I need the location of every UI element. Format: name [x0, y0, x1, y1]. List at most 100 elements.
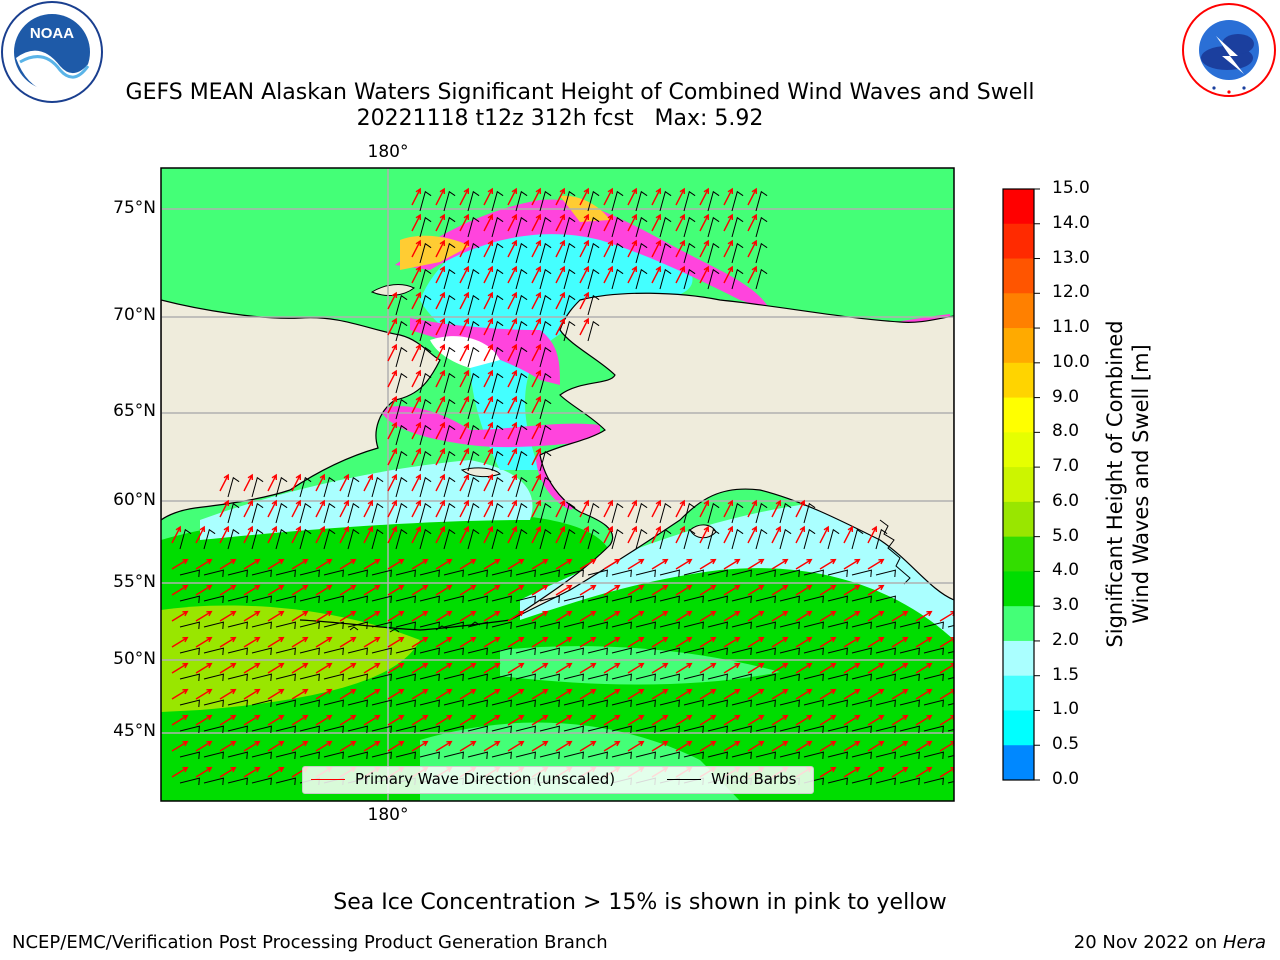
wave-direction-arrow [411, 291, 421, 310]
wind-barb [371, 647, 392, 656]
wave-direction-arrow [195, 662, 213, 674]
sea-ice-note: Sea Ice Concentration > 15% is shown in … [333, 890, 947, 915]
wind-barb [275, 647, 296, 656]
wave-direction-arrow [531, 343, 541, 362]
wind-barb [659, 569, 680, 578]
wave-direction-arrow [171, 610, 189, 622]
wind-barb [563, 673, 584, 682]
wave-direction-arrow [483, 662, 501, 674]
wind-barb [179, 777, 200, 786]
wind-barb [803, 502, 816, 524]
wave-direction-arrow [627, 740, 645, 752]
wind-barb [539, 476, 552, 498]
wind-barb [299, 699, 320, 708]
wave-direction-arrow [339, 525, 349, 544]
wind-barb [491, 502, 504, 524]
wind-barb [299, 595, 320, 604]
wave-direction-arrow [411, 369, 421, 388]
wave-direction-arrow [555, 213, 565, 232]
wind-barb [899, 621, 920, 630]
wave-direction-arrow [531, 421, 541, 440]
wind-barb [323, 476, 336, 498]
wave-direction-arrow [387, 447, 397, 466]
wind-barb [779, 621, 800, 630]
wind-barb [251, 725, 272, 734]
wind-barb [755, 268, 768, 290]
wind-barb [635, 751, 656, 760]
wind-barb [731, 673, 752, 682]
wave-direction-arrow [795, 610, 813, 622]
colorbar-band [1003, 328, 1034, 364]
wave-direction-arrow [819, 525, 829, 544]
wind-barb [299, 569, 320, 578]
wind-barb [755, 595, 776, 604]
wave-direction-arrow [363, 662, 381, 674]
wave-direction-arrow [507, 636, 525, 648]
wave-direction-arrow [315, 584, 333, 596]
colorbar-tick-label: 12.0 [1052, 282, 1090, 303]
colorbar-band [1003, 467, 1034, 503]
wind-barb [707, 242, 720, 264]
wind-barb [539, 751, 560, 760]
wave-direction-arrow [699, 499, 709, 518]
wind-barb [443, 699, 464, 708]
wind-barb [491, 346, 504, 368]
wind-barb [179, 725, 200, 734]
wind-barb [779, 528, 792, 550]
wave-direction-arrow [195, 766, 213, 778]
wind-barb [275, 569, 296, 578]
wave-direction-arrow [411, 525, 421, 544]
wave-direction-arrow [459, 343, 469, 362]
wave-direction-arrow [675, 187, 685, 206]
wind-barb [563, 569, 584, 578]
wave-direction-arrow [795, 688, 813, 700]
lat-label: 65°N [113, 401, 156, 421]
wind-barb [563, 242, 576, 264]
lat-label: 60°N [113, 490, 156, 510]
wind-barb [227, 476, 240, 498]
wind-barb [467, 502, 480, 524]
wave-direction-arrow [579, 584, 597, 596]
colorbar-band [1003, 293, 1034, 329]
wind-barb [515, 673, 536, 682]
wave-direction-arrow [819, 688, 837, 700]
wind-barb [731, 751, 752, 760]
wind-barb [731, 569, 752, 578]
wave-direction-arrow [747, 265, 757, 284]
wind-barb [635, 528, 648, 550]
wave-direction-arrow [411, 584, 429, 596]
wind-barb [779, 751, 800, 760]
noaa-logo-text: NOAA [30, 25, 74, 42]
wind-barb [275, 595, 296, 604]
wind-barb [443, 673, 464, 682]
wind-barb [611, 595, 632, 604]
wind-barb [851, 673, 872, 682]
wave-direction-arrow [579, 688, 597, 700]
wave-direction-arrow [459, 447, 469, 466]
wind-barb [299, 621, 320, 630]
legend-wind-barbs: Wind Barbs [667, 770, 796, 788]
wind-barb [635, 621, 656, 630]
southeast-alaska-islands [879, 519, 911, 585]
wave-direction-arrow [603, 714, 621, 726]
wave-direction-arrow [171, 584, 189, 596]
wind-barb [251, 595, 272, 604]
wave-direction-arrow [483, 473, 493, 492]
wind-barb [275, 502, 288, 524]
wind-barb [203, 751, 224, 760]
wave-direction-arrow [267, 662, 285, 674]
wave-direction-arrow [651, 688, 669, 700]
wave-direction-arrow [363, 473, 373, 492]
wind-barb [395, 528, 408, 550]
wind-barb [611, 569, 632, 578]
wind-barb [179, 751, 200, 760]
wave-direction-arrow [699, 213, 709, 232]
wind-barb [779, 569, 800, 578]
wave-direction-arrow [291, 584, 309, 596]
wave-direction-arrow [699, 662, 717, 674]
wave-direction-arrow [483, 558, 501, 570]
wind-barb [755, 647, 776, 656]
wind-barb [539, 294, 552, 316]
colorbar-tick-label: 7.0 [1052, 456, 1080, 477]
